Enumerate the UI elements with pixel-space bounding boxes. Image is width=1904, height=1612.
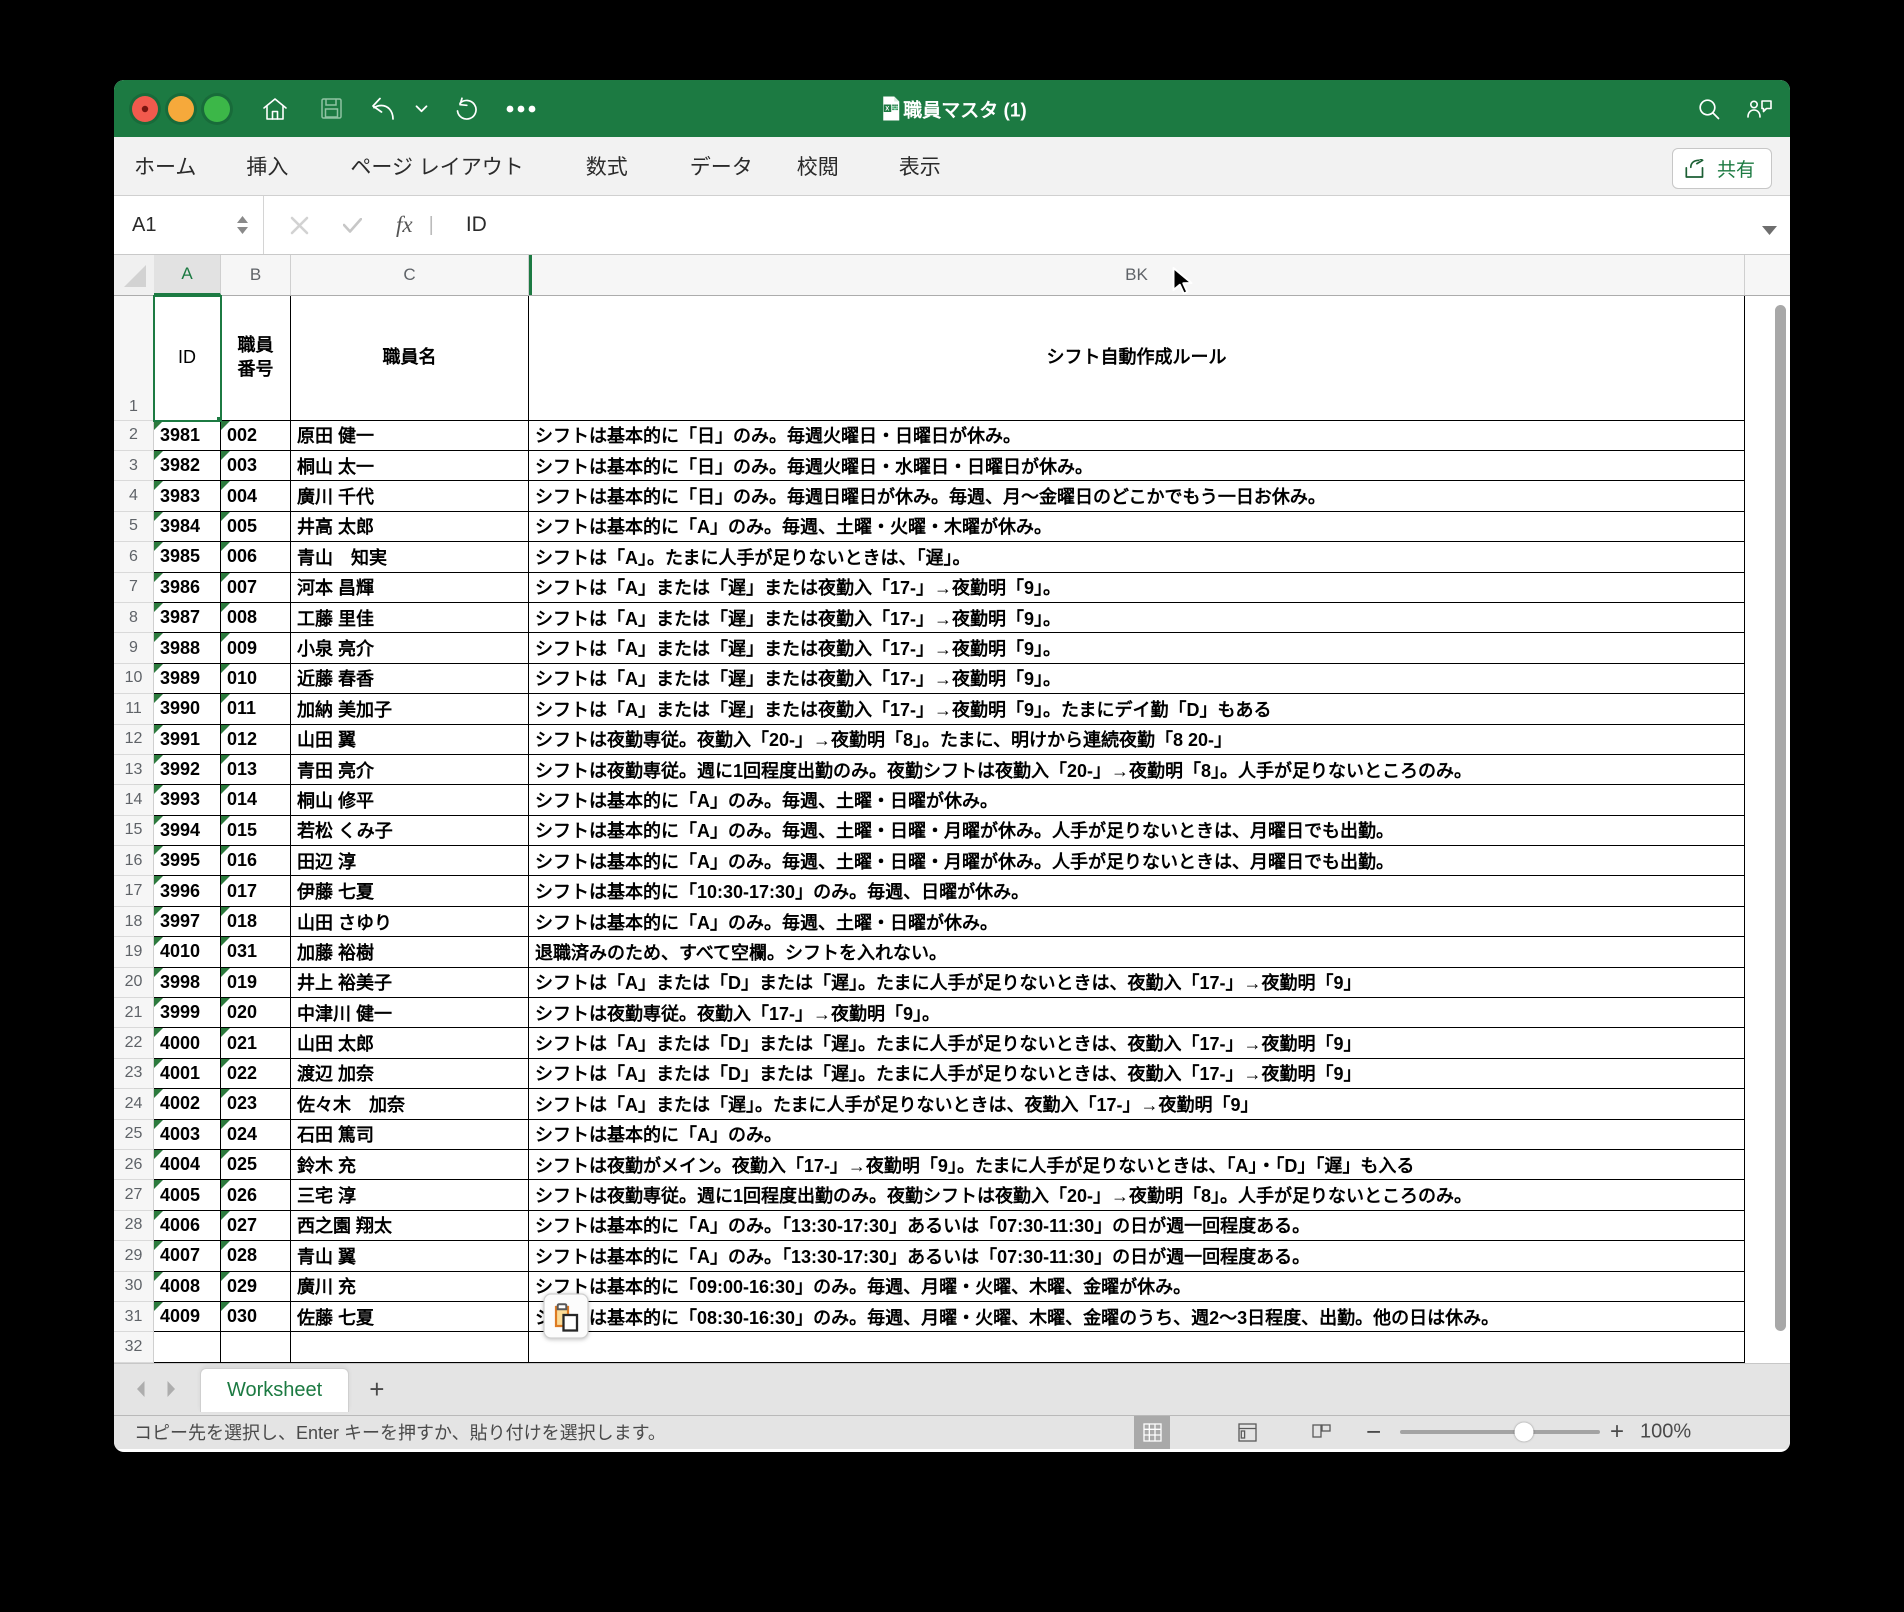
svg-text:X: X: [885, 107, 889, 113]
